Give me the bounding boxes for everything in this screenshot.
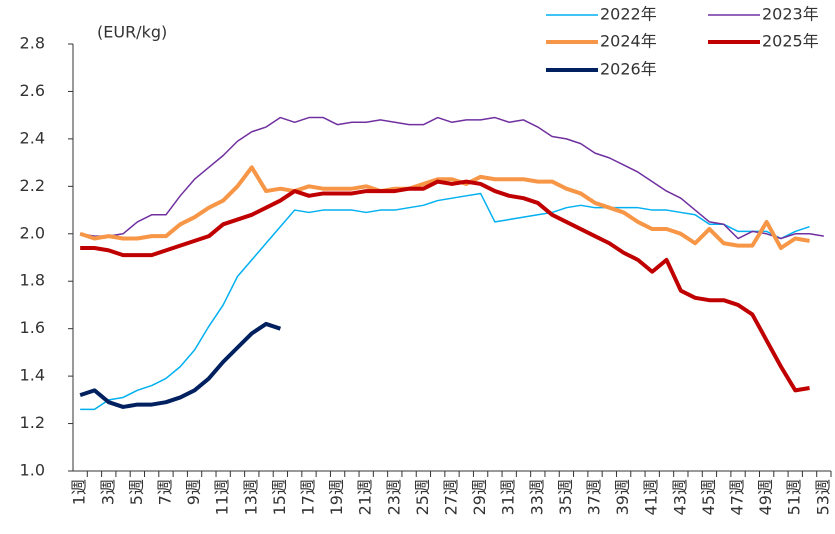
x-tick-label: 53週 [813,479,832,515]
x-tick-label: 23週 [384,479,403,515]
x-tick-label: 5週 [127,479,146,505]
x-tick-label: 31週 [499,479,518,515]
y-tick-label: 1.2 [20,413,45,432]
y-tick-label: 2.8 [20,34,45,53]
x-tick-label: 19週 [327,479,346,515]
y-tick-label: 2.0 [20,223,45,242]
x-tick-label: 33週 [527,479,546,515]
x-tick-label: 13週 [241,479,260,515]
y-tick-label: 2.4 [20,128,45,147]
x-tick-label: 51週 [785,479,804,515]
legend-label: 2022年 [600,5,657,24]
x-tick-label: 41週 [642,479,661,515]
y-tick-label: 1.4 [20,366,45,385]
legend-label: 2024年 [600,32,657,51]
legend-label: 2023年 [762,5,819,24]
x-tick-label: 49週 [756,479,775,515]
series-line [79,165,810,251]
x-tick-label: 11週 [213,479,232,515]
series-line [80,116,824,240]
legend-label: 2025年 [762,32,819,51]
series-line [80,179,810,393]
x-tick-label: 9週 [184,479,203,505]
y-tick-label: 2.6 [20,81,45,100]
x-tick-label: 15週 [270,479,289,515]
x-tick-label: 35週 [556,479,575,515]
x-tick-label: 47週 [728,479,747,515]
series-line [80,192,810,411]
x-tick-label: 17週 [298,479,317,515]
x-tick-label: 1週 [70,479,89,505]
x-tick-label: 7週 [155,479,174,505]
y-tick-label: 1.8 [20,271,45,290]
x-tick-label: 21週 [356,479,375,515]
legend-label: 2026年 [600,60,657,79]
x-tick-label: 37週 [585,479,604,515]
y-axis-label: (EUR/kg) [97,23,167,42]
x-tick-label: 3週 [98,479,117,505]
y-tick-label: 1.6 [20,318,45,337]
x-tick-label: 43週 [670,479,689,515]
x-tick-label: 45週 [699,479,718,515]
x-tick-label: 29週 [470,479,489,515]
y-tick-label: 1.0 [20,461,45,480]
x-tick-label: 25週 [413,479,432,515]
y-tick-label: 2.2 [20,176,45,195]
x-tick-label: 27週 [442,479,461,515]
series-line [79,321,282,409]
x-tick-label: 39週 [613,479,632,515]
